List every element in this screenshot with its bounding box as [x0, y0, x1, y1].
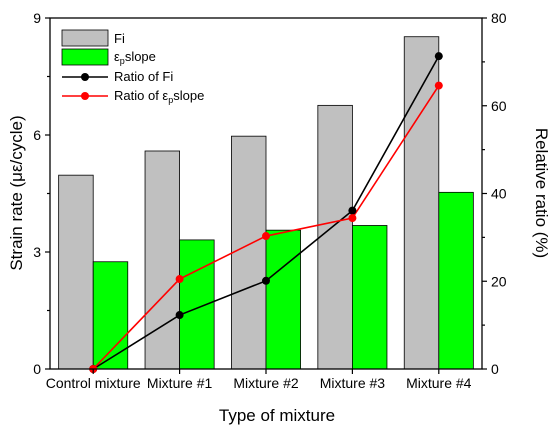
x-tick-label-control-mixture: Control mixture	[46, 375, 141, 391]
y-tick-label: 9	[33, 10, 41, 26]
y2-tick-label: 40	[491, 186, 507, 202]
y-axis-title: Strain rate (με/cycle)	[7, 115, 26, 270]
legend: Fi εpslope Ratio of Fi Ratio of εpslope	[61, 29, 204, 105]
bar-ep-slope-control-mixture	[92, 261, 129, 370]
bar-fi-mixture-2	[231, 135, 267, 370]
x-axis-title: Type of mixture	[219, 406, 335, 425]
bars-layer	[58, 36, 474, 370]
legend-label-ratio-ep-slope: Ratio of εpslope	[114, 88, 204, 105]
y2-tick-label: 80	[491, 10, 507, 26]
legend-marker-ratio-fi	[81, 73, 89, 81]
bar-fi-mixture-4	[403, 36, 440, 370]
point-ratio-ep-slope-mixture-2	[262, 232, 270, 241]
point-ratio-ep-slope-mixture-3	[348, 214, 357, 223]
ticks-layer: 0 3 6 9 0 20 40 60 80 Control mixture Mixture #1 Mi…	[33, 10, 507, 391]
y-tick-label: 0	[33, 361, 41, 377]
x-tick-label-mixture-4: Mixture #4	[406, 375, 472, 391]
bar-fi-mixture-1	[144, 150, 180, 370]
point-ratio-ep-slope-mixture-1	[175, 275, 184, 284]
y2-axis-title: Relative ratio (%)	[532, 128, 550, 258]
bar-fi-mixture-3	[317, 104, 353, 370]
point-ratio-fi-mixture-1	[175, 311, 184, 320]
y-tick-label: 6	[33, 127, 41, 143]
legend-label-ep-slope: εpslope	[114, 49, 156, 66]
lines-layer	[89, 52, 443, 373]
bar-ep-slope-mixture-3	[351, 225, 388, 370]
y2-tick-label: 20	[491, 273, 507, 289]
point-ratio-fi-mixture-2	[262, 276, 270, 285]
y-tick-label: 3	[33, 244, 41, 260]
bar-ep-slope-mixture-4	[438, 191, 474, 370]
point-ratio-ep-slope-mixture-4	[434, 81, 443, 90]
point-ratio-fi-mixture-3	[348, 206, 357, 215]
bar-fi-control-mixture	[58, 174, 94, 370]
y2-tick-label: 0	[491, 361, 499, 377]
legend-swatch-ep-slope	[61, 48, 109, 66]
legend-label-ratio-fi: Ratio of Fi	[114, 69, 173, 84]
bar-ep-slope-mixture-1	[179, 239, 215, 370]
legend-marker-ratio-ep-slope	[81, 92, 89, 100]
point-ratio-fi-mixture-4	[434, 52, 443, 61]
x-tick-label-mixture-2: Mixture #2	[233, 375, 299, 391]
x-tick-label-mixture-1: Mixture #1	[147, 375, 213, 391]
legend-label-fi: Fi	[114, 31, 125, 46]
bar-ep-slope-mixture-2	[265, 229, 301, 370]
y2-tick-label: 60	[491, 98, 507, 114]
x-tick-label-mixture-3: Mixture #3	[320, 375, 386, 391]
legend-swatch-fi	[61, 29, 109, 47]
